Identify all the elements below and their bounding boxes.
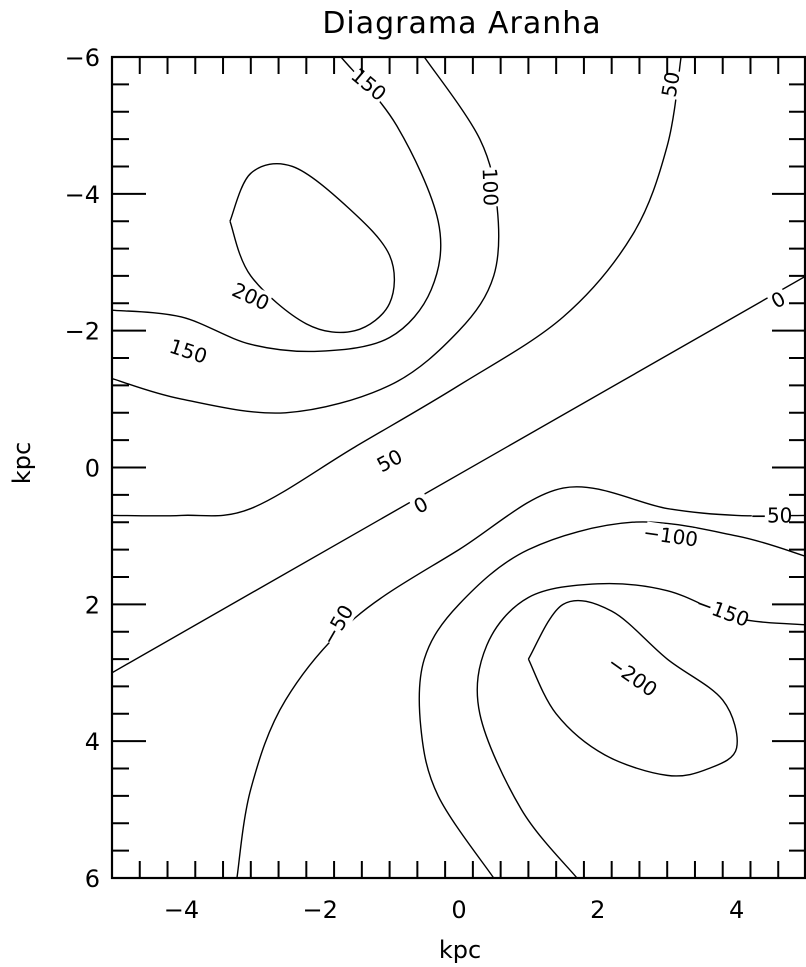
contour-label-mask xyxy=(228,278,274,315)
contour-label-group: 0 xyxy=(765,286,791,314)
contour-line-200 xyxy=(229,163,396,334)
contour-label-mask xyxy=(751,504,791,527)
contour-label: 150 xyxy=(166,334,210,369)
contour-label-group: −100 xyxy=(642,520,700,551)
contour-label-mask xyxy=(372,444,408,477)
contour-label-mask xyxy=(346,63,391,106)
contour-label-mask xyxy=(765,286,791,314)
tick-labels: −4 −2 0 2 4 −6 −4 −2 0 2 4 6 xyxy=(65,44,745,924)
contour-line-150 xyxy=(112,57,442,353)
contour-label-mask xyxy=(657,68,684,101)
contour-label-mask xyxy=(166,334,211,368)
contour-label: −50 xyxy=(317,601,359,650)
contour-label: 150 xyxy=(346,63,391,106)
contour-label: −100 xyxy=(642,520,700,551)
contour-line-0 xyxy=(112,275,806,674)
axis-ticks xyxy=(111,56,806,879)
contour-label: −50 xyxy=(750,503,792,527)
contour-label-mask xyxy=(695,592,750,631)
y-tick-label: 0 xyxy=(85,455,100,483)
contour-label: 50 xyxy=(657,70,685,99)
contour-label-group: 150 xyxy=(346,63,391,106)
y-tick-label: −2 xyxy=(65,318,100,346)
contour-line-neg100 xyxy=(418,521,806,878)
contour-label: −200 xyxy=(603,651,662,702)
contour-label: −150 xyxy=(693,591,753,632)
contour-line-neg50 xyxy=(236,486,806,878)
chart-title: Diagrama Aranha xyxy=(322,6,601,41)
contour-label-group: −50 xyxy=(317,601,359,650)
contour-label-mask xyxy=(605,652,660,700)
contour-label-group: 150 xyxy=(166,334,211,369)
contour-line-neg200 xyxy=(527,599,738,777)
contour-line-50 xyxy=(112,57,682,517)
contour-lines xyxy=(112,57,806,878)
x-tick-label: −4 xyxy=(164,896,199,924)
x-tick-label: 0 xyxy=(451,896,466,924)
contour-label: 100 xyxy=(478,167,503,206)
contour-label-mask xyxy=(478,167,502,207)
contour-label: 200 xyxy=(228,278,273,316)
contour-label-mask xyxy=(408,491,434,519)
y-tick-label: 4 xyxy=(85,728,100,756)
contour-label-group: 50 xyxy=(372,444,408,477)
contour-line-neg150 xyxy=(476,582,806,878)
contour-label-group: 0 xyxy=(408,491,434,519)
y-axis-title: kpc xyxy=(8,442,36,484)
contour-label-group: 100 xyxy=(478,167,503,207)
y-tick-label: 6 xyxy=(85,865,100,893)
contour-label-mask xyxy=(644,521,697,551)
plot-frame xyxy=(110,55,806,880)
x-tick-label: −2 xyxy=(303,896,338,924)
x-tick-label: 4 xyxy=(729,896,744,924)
y-tick-label: −6 xyxy=(65,44,100,72)
y-tick-label: 2 xyxy=(85,591,100,619)
contour-label-group: −200 xyxy=(603,651,662,702)
x-tick-label: 2 xyxy=(590,896,605,924)
contour-label-group: −50 xyxy=(750,503,792,527)
contour-label-group: 50 xyxy=(657,68,685,101)
x-axis-title: kpc xyxy=(439,936,481,964)
contour-line-100 xyxy=(112,57,500,414)
contour-label-group: −150 xyxy=(693,591,753,632)
contour-label-mask xyxy=(318,602,357,648)
y-tick-label: −4 xyxy=(65,181,100,209)
contour-label-group: 200 xyxy=(228,278,274,316)
contour-label: 50 xyxy=(373,444,407,477)
